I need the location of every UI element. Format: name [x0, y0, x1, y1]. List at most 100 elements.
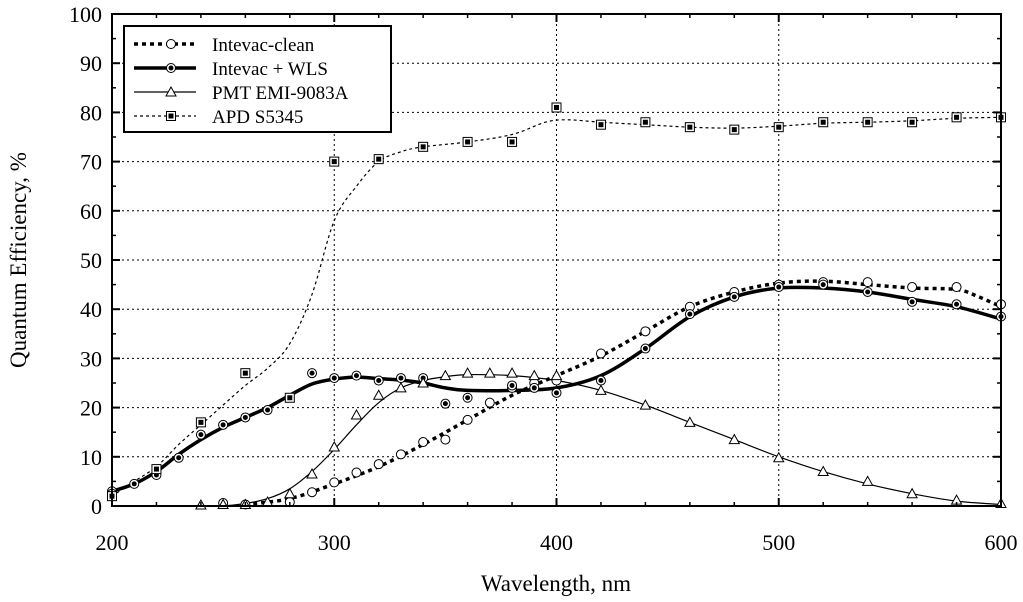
grid-lines [112, 14, 1001, 506]
legend-marker-intevac-clean [166, 39, 176, 49]
data-point-intevac-wls [684, 309, 695, 320]
data-point-intevac-wls [395, 373, 406, 384]
data-point-intevac-wls [729, 291, 740, 302]
data-point-intevac-wls [529, 382, 540, 393]
y-tick-label: 40 [80, 297, 102, 322]
data-point-pmt-emi-9083a [306, 467, 318, 479]
y-tick-label: 0 [91, 494, 102, 519]
x-tick-label: 600 [985, 530, 1018, 555]
data-point-intevac-clean [329, 477, 340, 488]
data-point-intevac-clean [462, 414, 473, 425]
data-point-intevac-wls [907, 296, 918, 307]
x-tick-label: 400 [540, 530, 573, 555]
data-point-intevac-wls [862, 286, 873, 297]
legend-label-pmt-emi-9083a: PMT EMI-9083A [212, 83, 349, 104]
y-tick-label: 90 [80, 51, 102, 76]
data-point-apd-s5345 [418, 141, 429, 152]
data-point-intevac-wls [507, 380, 518, 391]
data-point-pmt-emi-9083a [328, 440, 341, 452]
legend-marker-apd-s5345 [166, 111, 176, 121]
data-point-intevac-clean [440, 434, 451, 445]
y-tick-label: 70 [80, 150, 102, 175]
legend-marker-intevac-wls [166, 63, 176, 73]
series-line-pmt-emi-9083a [223, 373, 1002, 507]
data-point-intevac-wls [218, 419, 229, 430]
data-point-intevac-wls [951, 299, 962, 310]
data-point-intevac-clean [595, 348, 606, 359]
data-point-pmt-emi-9083a [506, 367, 518, 378]
legend-label-intevac-clean: Intevac-clean [212, 35, 315, 56]
data-point-pmt-emi-9083a [461, 367, 474, 378]
data-point-apd-s5345 [818, 117, 829, 128]
data-point-pmt-emi-9083a [772, 451, 785, 463]
data-point-apd-s5345 [640, 117, 651, 128]
data-point-intevac-wls [440, 398, 451, 409]
x-tick-label: 500 [762, 530, 795, 555]
data-point-intevac-wls [240, 412, 251, 423]
data-point-pmt-emi-9083a [528, 369, 541, 381]
data-point-apd-s5345 [195, 417, 206, 428]
legend-label-intevac-wls: Intevac + WLS [212, 59, 328, 80]
data-point-pmt-emi-9083a [639, 399, 652, 410]
data-point-apd-s5345 [373, 154, 384, 165]
data-point-intevac-wls [551, 387, 562, 398]
legend-marker-pmt-emi-9083a [165, 85, 177, 97]
data-point-pmt-emi-9083a [395, 381, 407, 393]
data-point-intevac-clean [951, 282, 962, 293]
data-point-apd-s5345 [507, 136, 518, 147]
data-point-intevac-clean [484, 397, 495, 408]
data-point-pmt-emi-9083a [861, 475, 874, 486]
data-point-intevac-wls [773, 282, 784, 293]
x-axis-title: Wavelength, nm [481, 571, 631, 596]
data-point-pmt-emi-9083a [728, 433, 741, 445]
data-point-apd-s5345 [773, 122, 784, 133]
legend-label-apd-s5345: APD S5345 [212, 107, 303, 128]
data-point-intevac-clean [907, 282, 918, 293]
y-tick-label: 80 [80, 100, 102, 125]
data-point-intevac-wls [329, 373, 340, 384]
data-point-intevac-clean [418, 437, 429, 448]
data-point-intevac-clean [307, 487, 318, 498]
data-point-intevac-wls [351, 370, 362, 381]
data-point-intevac-clean [373, 459, 384, 470]
data-point-apd-s5345 [684, 122, 695, 133]
data-point-intevac-clean [351, 467, 362, 478]
legend: Intevac-clean Intevac + WLS PMT EMI-9083A A… [123, 25, 392, 133]
y-tick-label: 60 [80, 199, 102, 224]
data-point-apd-s5345 [951, 112, 962, 123]
y-tick-label: 10 [80, 445, 102, 470]
data-point-intevac-wls [462, 392, 473, 403]
data-point-apd-s5345 [151, 464, 162, 475]
data-point-apd-s5345 [862, 117, 873, 128]
y-tick-label: 100 [69, 2, 102, 27]
x-tick-label: 200 [96, 530, 129, 555]
data-point-pmt-emi-9083a [372, 389, 385, 400]
data-point-intevac-wls [262, 405, 273, 416]
x-tick-label: 300 [318, 530, 351, 555]
data-point-intevac-wls [307, 368, 318, 379]
data-point-apd-s5345 [329, 156, 340, 167]
data-point-intevac-wls [373, 375, 384, 386]
data-point-intevac-clean [862, 277, 873, 288]
y-tick-label: 30 [80, 346, 102, 371]
data-point-intevac-wls [595, 375, 606, 386]
x-tick-labels: 200 300 400 500 600 [96, 530, 1018, 555]
data-point-intevac-clean [640, 326, 651, 337]
axis-ticks [111, 13, 1002, 507]
data-point-intevac-wls [195, 429, 206, 440]
data-point-pmt-emi-9083a [906, 487, 918, 499]
data-point-pmt-emi-9083a [439, 369, 452, 381]
data-point-intevac-clean [395, 449, 406, 460]
data-point-pmt-emi-9083a [817, 465, 830, 477]
data-point-pmt-emi-9083a [595, 384, 607, 395]
data-point-intevac-wls [173, 452, 184, 463]
y-axis-title: Quantum Efficiency, % [6, 152, 31, 368]
data-point-apd-s5345 [907, 117, 918, 128]
y-tick-label: 20 [80, 396, 102, 421]
data-point-apd-s5345 [284, 392, 295, 403]
y-tick-labels: 0 10 20 30 40 50 60 70 80 90 100 [69, 2, 102, 519]
data-point-pmt-emi-9083a [550, 369, 563, 381]
data-point-apd-s5345 [551, 102, 562, 113]
y-tick-label: 50 [80, 248, 102, 273]
data-point-apd-s5345 [240, 368, 251, 379]
